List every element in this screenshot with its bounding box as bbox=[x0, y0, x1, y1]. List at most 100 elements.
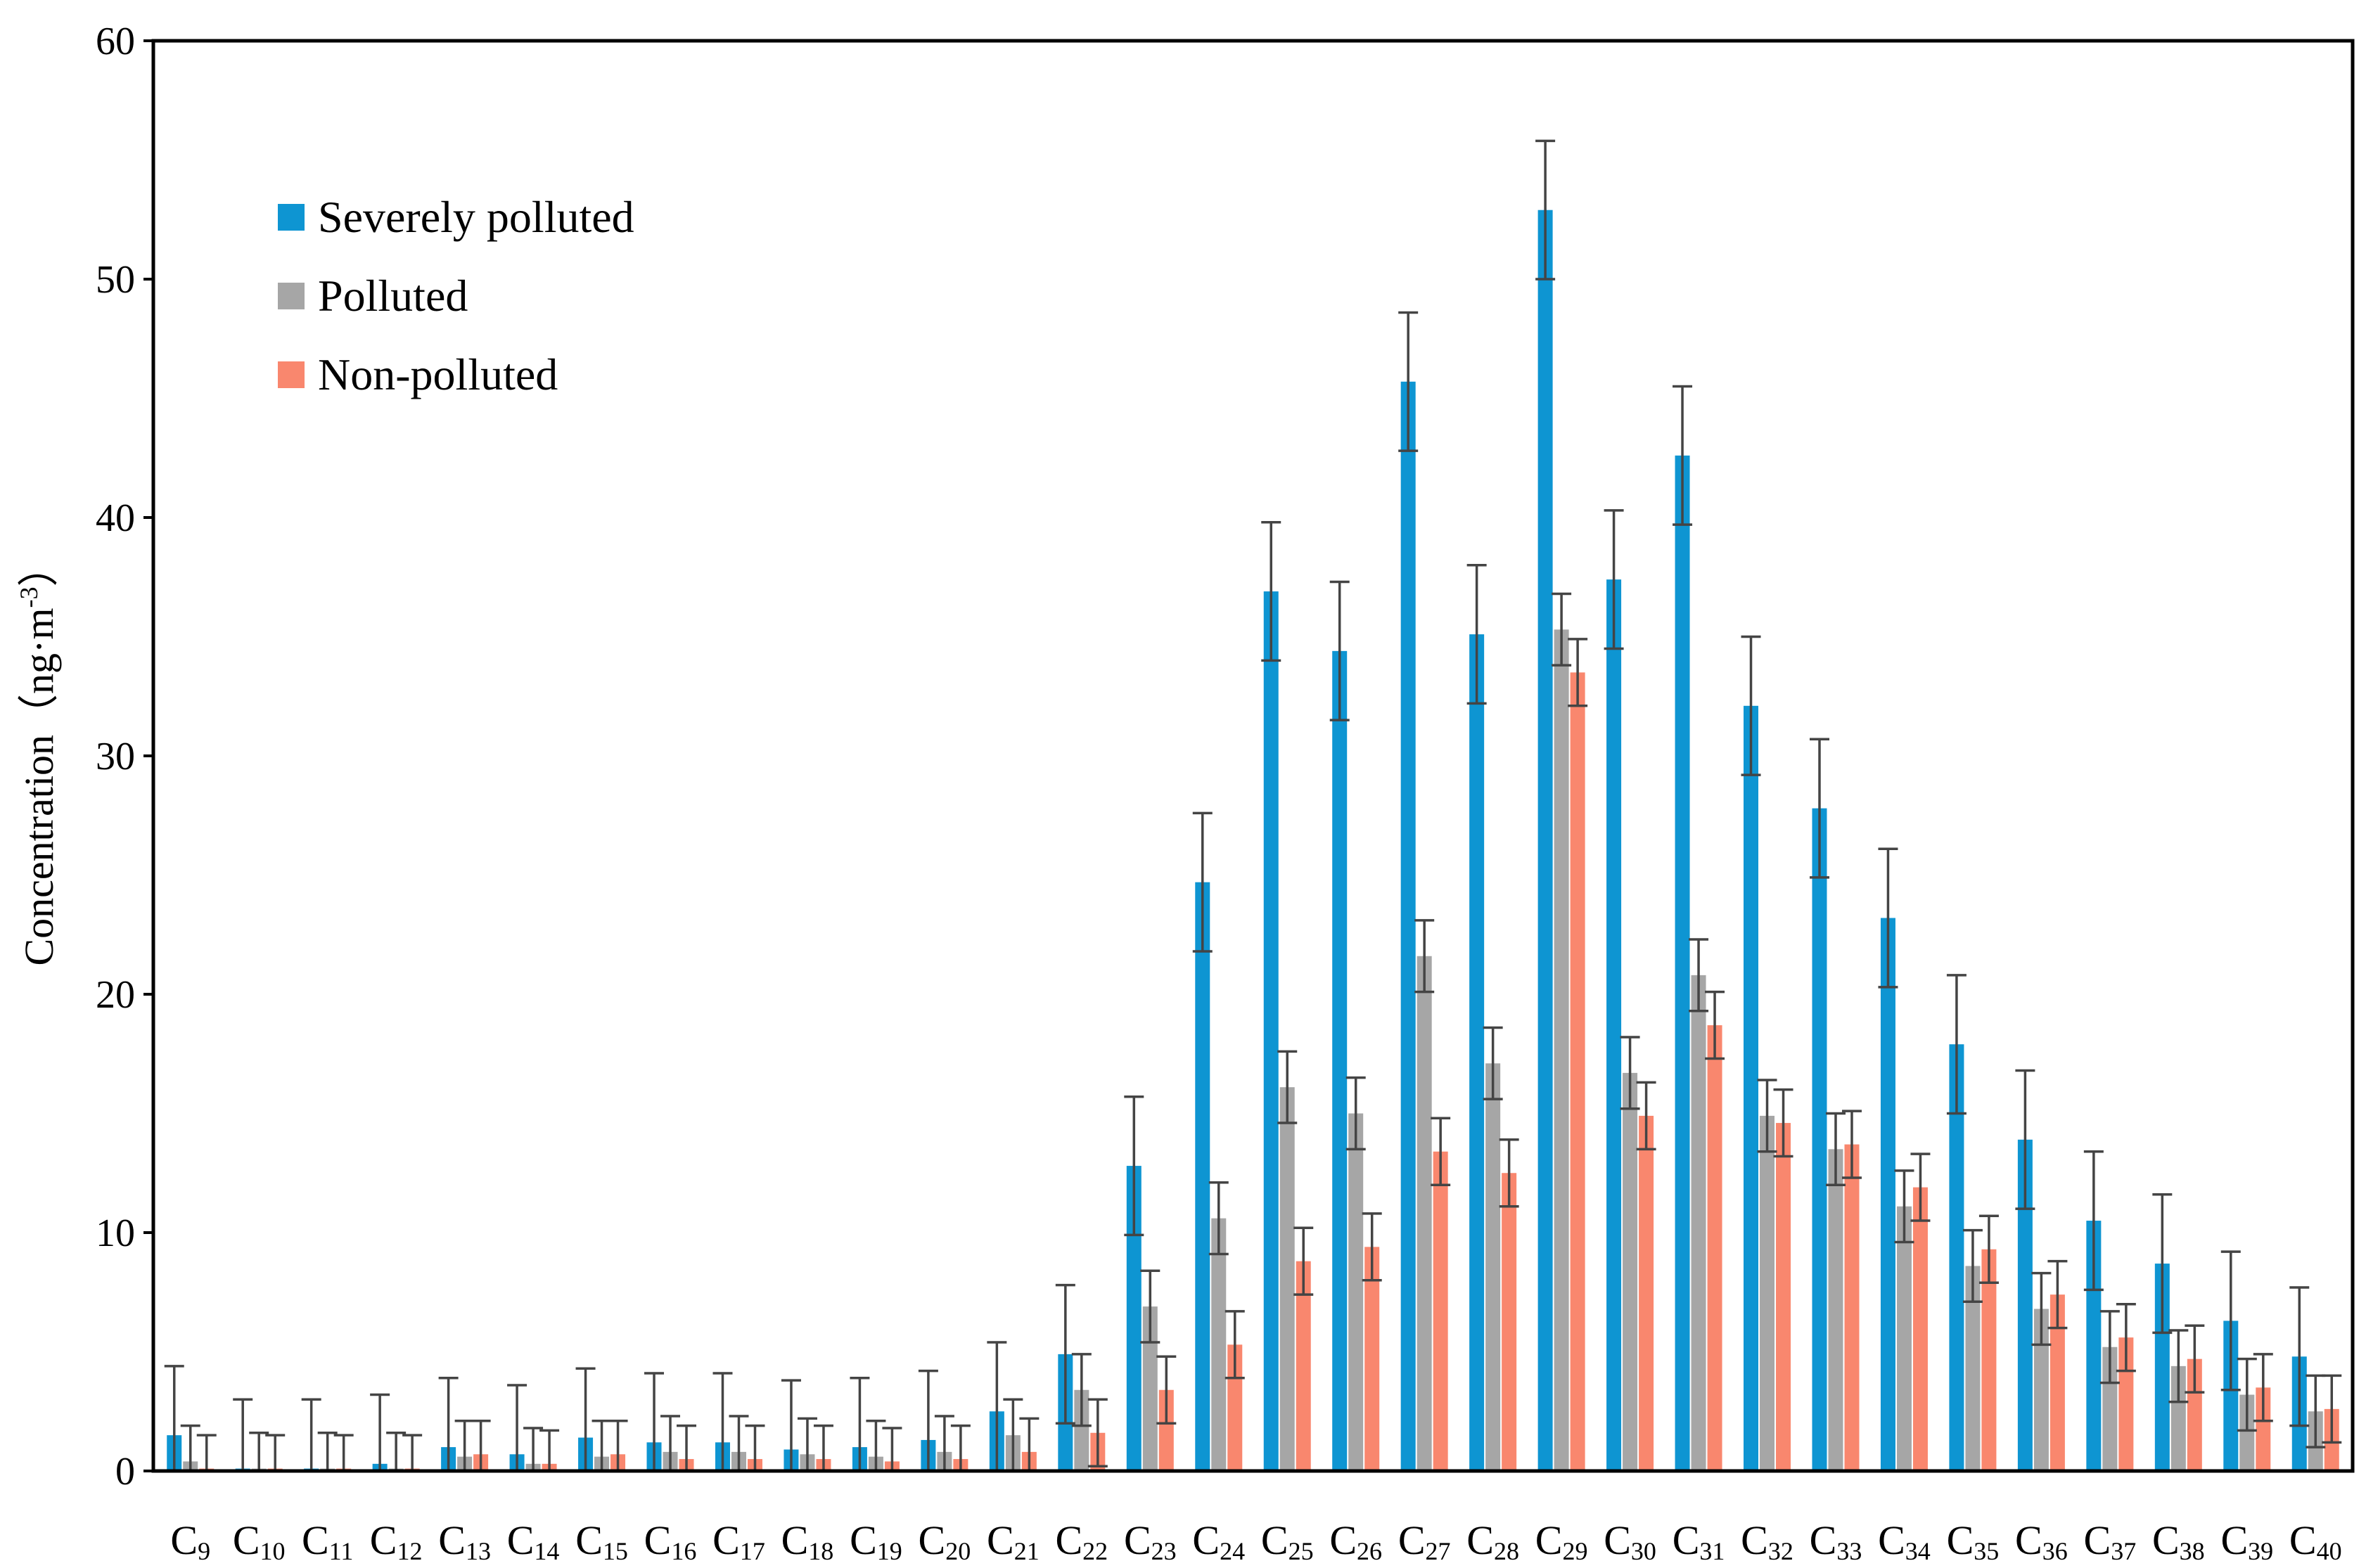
x-category-label: C13 bbox=[438, 1517, 491, 1565]
bar-non-polluted-C39 bbox=[2256, 1387, 2271, 1471]
x-category-label-main: C bbox=[1398, 1517, 1426, 1563]
x-category-label-subscript: 39 bbox=[2248, 1537, 2273, 1565]
bar-non-polluted-C23 bbox=[1158, 1389, 1174, 1471]
bar-polluted-C36 bbox=[2033, 1309, 2049, 1471]
x-category-label: C36 bbox=[2015, 1517, 2068, 1565]
legend-label-polluted: Polluted bbox=[318, 271, 468, 321]
bar-non-polluted-C28 bbox=[1502, 1173, 1517, 1471]
x-category-label: C19 bbox=[850, 1517, 902, 1565]
bar-polluted-C25 bbox=[1279, 1087, 1295, 1471]
x-category-label: C26 bbox=[1329, 1517, 1382, 1565]
bar-polluted-C30 bbox=[1623, 1072, 1638, 1471]
x-category-label: C30 bbox=[1604, 1517, 1656, 1565]
x-category-label-main: C bbox=[575, 1517, 603, 1563]
bar-severely-polluted-C32 bbox=[1744, 705, 1759, 1471]
bar-non-polluted-C30 bbox=[1639, 1115, 1654, 1471]
bar-polluted-C29 bbox=[1554, 629, 1569, 1471]
x-category-label-main: C bbox=[1124, 1517, 1151, 1563]
x-category-label: C29 bbox=[1535, 1517, 1588, 1565]
x-category-label: C40 bbox=[2289, 1517, 2342, 1565]
x-category-label: C33 bbox=[1810, 1517, 1862, 1565]
x-category-label-main: C bbox=[2289, 1517, 2317, 1563]
y-axis-ticks: 0 10 20 30 40 50 60 bbox=[96, 20, 153, 1493]
x-category-label-subscript: 24 bbox=[1220, 1537, 1245, 1565]
x-category-label-subscript: 32 bbox=[1768, 1537, 1793, 1565]
x-category-label-main: C bbox=[987, 1517, 1014, 1563]
bar-polluted-C27 bbox=[1417, 956, 1432, 1471]
x-category-label-subscript: 38 bbox=[2180, 1537, 2205, 1565]
x-category-label-subscript: 14 bbox=[534, 1537, 559, 1565]
x-category-label-subscript: 22 bbox=[1082, 1537, 1108, 1565]
x-category-label-main: C bbox=[1878, 1517, 1905, 1563]
x-category-label: C21 bbox=[987, 1517, 1040, 1565]
x-category-label-main: C bbox=[1947, 1517, 1974, 1563]
x-category-label-subscript: 33 bbox=[1836, 1537, 1862, 1565]
x-category-label: C39 bbox=[2220, 1517, 2273, 1565]
x-category-label: C34 bbox=[1878, 1517, 1931, 1565]
bar-severely-polluted-C30 bbox=[1606, 579, 1622, 1471]
bar-polluted-C32 bbox=[1760, 1115, 1775, 1471]
x-category-label-subscript: 30 bbox=[1631, 1537, 1656, 1565]
x-category-label-subscript: 15 bbox=[603, 1537, 628, 1565]
y-axis-title-superscript: -3 bbox=[15, 587, 43, 608]
y-tick-label: 20 bbox=[96, 973, 135, 1017]
bar-severely-polluted-C33 bbox=[1812, 808, 1827, 1471]
x-category-label: C9 bbox=[170, 1517, 210, 1565]
bar-polluted-C24 bbox=[1211, 1218, 1227, 1471]
bar-non-polluted-C38 bbox=[2187, 1358, 2202, 1471]
bar-polluted-C35 bbox=[1965, 1266, 1981, 1471]
x-category-label: C35 bbox=[1947, 1517, 2000, 1565]
bar-non-polluted-C25 bbox=[1296, 1261, 1311, 1471]
x-category-label: C14 bbox=[507, 1517, 560, 1565]
x-category-label-main: C bbox=[1192, 1517, 1220, 1563]
bar-non-polluted-C35 bbox=[1981, 1249, 1997, 1471]
x-category-label-main: C bbox=[1535, 1517, 1563, 1563]
bar-severely-polluted-C39 bbox=[2223, 1320, 2239, 1471]
bar-polluted-C23 bbox=[1142, 1306, 1158, 1471]
x-category-label-main: C bbox=[1329, 1517, 1357, 1563]
x-category-label-main: C bbox=[370, 1517, 397, 1563]
x-category-label-main: C bbox=[919, 1517, 946, 1563]
x-category-label: C24 bbox=[1192, 1517, 1245, 1565]
y-axis-title-text: Concentration（ng·m bbox=[16, 608, 62, 966]
x-category-label-main: C bbox=[1673, 1517, 1700, 1563]
x-category-label-main: C bbox=[170, 1517, 198, 1563]
x-category-label: C22 bbox=[1055, 1517, 1108, 1565]
bar-polluted-C28 bbox=[1485, 1063, 1501, 1471]
x-category-label-main: C bbox=[712, 1517, 740, 1563]
x-category-label-subscript: 27 bbox=[1426, 1537, 1451, 1565]
x-category-label-subscript: 11 bbox=[329, 1537, 354, 1565]
bar-non-polluted-C32 bbox=[1776, 1123, 1791, 1471]
x-category-label: C27 bbox=[1398, 1517, 1451, 1565]
x-category-label-main: C bbox=[1055, 1517, 1082, 1563]
x-category-label-subscript: 16 bbox=[671, 1537, 696, 1565]
x-category-label-main: C bbox=[302, 1517, 329, 1563]
bar-severely-polluted-C23 bbox=[1126, 1166, 1142, 1471]
bar-polluted-C26 bbox=[1348, 1113, 1364, 1471]
x-category-label-main: C bbox=[1466, 1517, 1494, 1563]
x-category-label: C31 bbox=[1673, 1517, 1725, 1565]
plot-frame bbox=[151, 39, 2355, 1473]
x-category-label-subscript: 18 bbox=[808, 1537, 833, 1565]
bar-severely-polluted-C29 bbox=[1537, 210, 1553, 1472]
x-axis-category-labels: C9 C10 C11 C12 C13 C14 C15 C16 C17 C18 C19 C20 C21 C2… bbox=[170, 1517, 2341, 1565]
x-category-label-main: C bbox=[2152, 1517, 2180, 1563]
bar-polluted-C31 bbox=[1691, 975, 1706, 1471]
x-category-label-subscript: 13 bbox=[466, 1537, 491, 1565]
x-category-label-main: C bbox=[644, 1517, 672, 1563]
x-category-label: C15 bbox=[575, 1517, 628, 1565]
x-category-label: C16 bbox=[644, 1517, 697, 1565]
bar-severely-polluted-C25 bbox=[1263, 591, 1279, 1471]
y-tick-label: 50 bbox=[96, 258, 135, 302]
x-category-label-subscript: 26 bbox=[1357, 1537, 1382, 1565]
bar-non-polluted-C24 bbox=[1227, 1344, 1243, 1471]
bar-severely-polluted-C35 bbox=[1949, 1044, 1964, 1471]
x-category-label-subscript: 23 bbox=[1151, 1537, 1177, 1565]
x-category-label-subscript: 31 bbox=[1699, 1537, 1725, 1565]
x-category-label-subscript: 35 bbox=[1974, 1537, 1999, 1565]
bar-polluted-C34 bbox=[1896, 1206, 1912, 1471]
legend-swatch-polluted bbox=[278, 283, 305, 309]
x-category-label: C38 bbox=[2152, 1517, 2205, 1565]
x-category-label-subscript: 9 bbox=[198, 1537, 210, 1565]
bar-polluted-C39 bbox=[2239, 1394, 2255, 1471]
